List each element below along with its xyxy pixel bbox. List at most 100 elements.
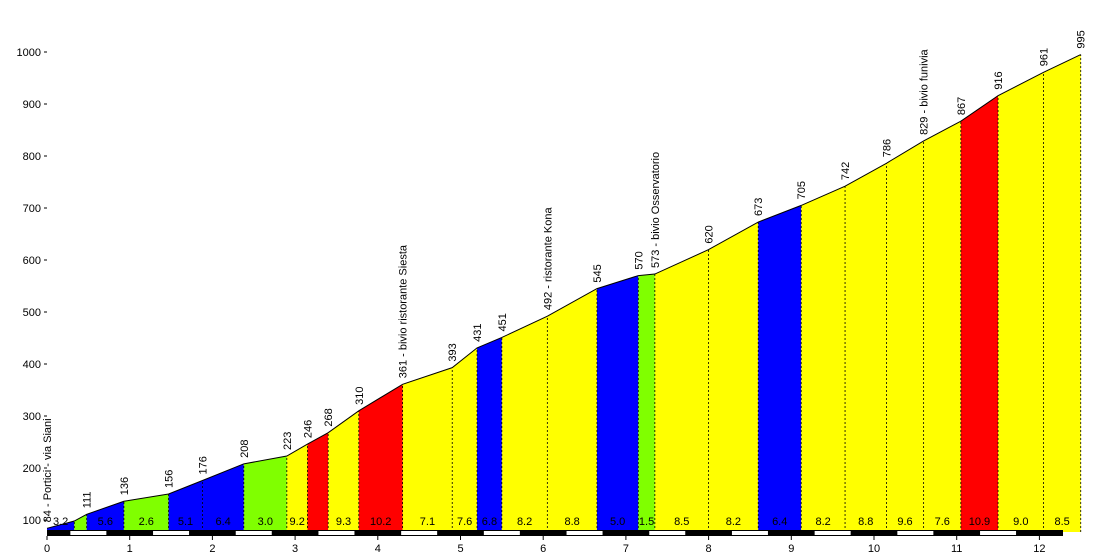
x-axis-bar-gap [814, 531, 851, 535]
gradient-label-11: 7.1 [420, 516, 435, 528]
segment-fill-17 [638, 274, 655, 532]
segment-fill-9 [328, 410, 359, 532]
gradient-label-2: 5.6 [98, 516, 113, 528]
segment-fill-27 [1043, 54, 1081, 532]
elevation-label-16: 570 [633, 251, 645, 269]
y-tick-label-8: 900 [23, 99, 41, 111]
x-axis-bar-gap [897, 531, 934, 535]
elevation-label-0: 84 - Portici - via Siani [42, 418, 54, 522]
gradient-label-25: 10.9 [969, 516, 990, 528]
elevation-label-1: 111 [82, 492, 94, 509]
x-tick-label-0: 0 [44, 543, 50, 555]
segment-fill-22 [845, 163, 887, 532]
x-tick-label-7: 7 [623, 543, 629, 555]
elevation-label-3: 156 [164, 470, 176, 488]
segment-fill-3 [123, 494, 169, 532]
x-axis-bar-gap [235, 531, 272, 535]
segment-fill-6 [243, 456, 287, 532]
segment-fill-19 [708, 222, 759, 533]
segment-fill-26 [998, 72, 1044, 532]
gradient-label-12: 7.6 [457, 516, 472, 528]
gradient-label-4: 5.1 [178, 516, 193, 528]
gradient-label-20: 6.4 [772, 516, 787, 528]
elevation-label-9: 310 [354, 386, 366, 404]
gradient-label-9: 9.3 [336, 516, 351, 528]
gradient-label-13: 6.8 [482, 516, 497, 528]
gradient-label-21: 8.2 [815, 516, 830, 528]
y-tick-label-5: 600 [23, 255, 41, 267]
profile-outline [46, 54, 1081, 529]
x-axis-bar-gap [483, 531, 520, 535]
segment-fill-2 [86, 501, 124, 532]
x-axis-bar-gap [980, 531, 1017, 535]
y-tick-label-7: 800 [23, 151, 41, 163]
gradient-label-16: 5.0 [610, 516, 625, 528]
gradient-label-27: 8.5 [1054, 516, 1069, 528]
y-axis: 100 200 300 400 500 600 700 800 900 1000 [17, 47, 47, 527]
gradient-label-5: 6.4 [216, 516, 231, 528]
x-tick-label-4: 4 [375, 543, 381, 555]
x-tick-label-11: 11 [951, 543, 962, 555]
gradient-label-17: 1.5 [639, 516, 654, 528]
elevation-label-24: 867 [956, 97, 968, 115]
segment-fill-1 [74, 514, 87, 532]
segment-fill-13 [477, 337, 502, 532]
y-tick-label-9: 1000 [17, 47, 41, 59]
segment-fill-11 [402, 367, 453, 532]
x-tick-label-3: 3 [292, 543, 298, 555]
x-axis-bar-gap [401, 531, 438, 535]
gradient-label-10: 10.2 [370, 516, 391, 528]
segment-fill-24 [923, 121, 961, 532]
segment-fill-18 [654, 249, 709, 532]
x-tick-label-2: 2 [209, 543, 215, 555]
gradient-label-3: 2.6 [139, 516, 154, 528]
segment-fill-20 [758, 205, 802, 532]
y-tick-label-1: 200 [23, 463, 41, 475]
gradient-label-0: 3.2 [53, 516, 68, 528]
gradient-label-24: 7.6 [935, 516, 950, 528]
gradient-segments [47, 54, 1081, 533]
segment-fill-14 [501, 316, 548, 532]
elevation-label-11: 393 [447, 343, 459, 361]
segment-fill-15 [547, 288, 597, 532]
gradient-label-7: 9.2 [290, 516, 305, 528]
elevation-label-26: 961 [1039, 48, 1051, 66]
elevation-label-13: 451 [497, 313, 509, 331]
x-tick-label-6: 6 [540, 543, 546, 555]
x-axis-bar-gap [70, 531, 107, 535]
gradient-label-23: 9.6 [897, 516, 912, 528]
x-axis-bar-gap [153, 531, 190, 535]
x-tick-label-1: 1 [127, 543, 133, 555]
segment-fill-4 [168, 480, 203, 532]
segment-fill-16 [596, 275, 639, 532]
x-axis-bar-gap [566, 531, 603, 535]
gradient-label-15: 8.8 [564, 516, 579, 528]
segment-fill-23 [886, 140, 924, 533]
elevation-label-23: 829 - bivio funivia [919, 48, 931, 134]
x-tick-label-9: 9 [788, 543, 794, 555]
segment-fill-0 [47, 521, 75, 532]
x-tick-label-8: 8 [706, 543, 712, 555]
gradient-label-19: 8.2 [726, 516, 741, 528]
gradient-label-18: 8.5 [674, 516, 689, 528]
segment-fill-21 [801, 186, 846, 532]
elevation-label-17: 573 - bivio Osservatorio [650, 152, 662, 268]
segment-fill-5 [202, 463, 244, 532]
x-tick-label-12: 12 [1033, 543, 1045, 555]
elevation-labels: 84 - Portici - via Siani 111 136 156 176 208 2… [42, 30, 1088, 522]
y-tick-label-6: 700 [23, 203, 41, 215]
elevation-label-12: 431 [472, 324, 484, 342]
gradient-label-14: 8.2 [517, 516, 532, 528]
y-tick-label-4: 500 [23, 307, 41, 319]
segment-fill-25 [960, 95, 999, 533]
elevation-label-20: 705 [796, 181, 808, 199]
elevation-label-18: 620 [704, 225, 716, 243]
elevation-label-27: 995 [1076, 30, 1088, 48]
y-tick-label-0: 100 [23, 515, 41, 527]
elevation-label-4: 176 [197, 456, 209, 474]
segment-dividers [73, 54, 1082, 532]
segment-fill-8 [307, 432, 329, 532]
elevation-label-22: 786 [881, 139, 893, 157]
x-axis-bar-gap [318, 531, 355, 535]
